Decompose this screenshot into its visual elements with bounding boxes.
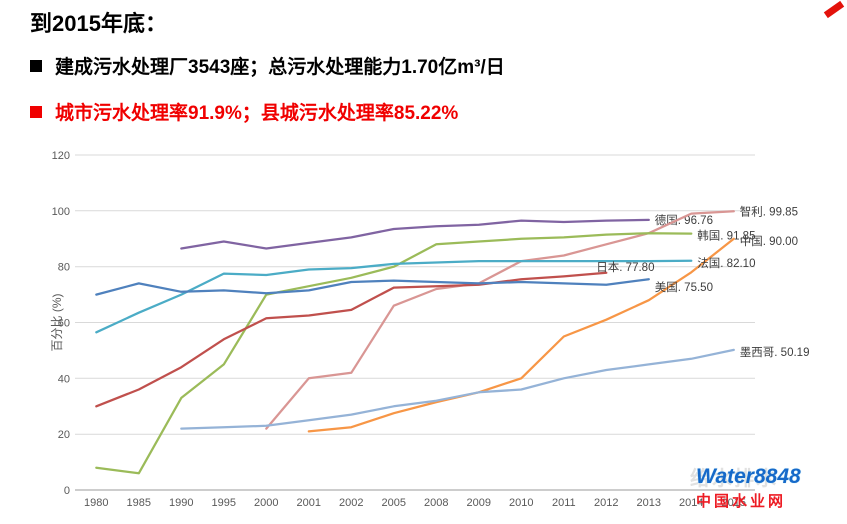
svg-text:法国. 82.10: 法国. 82.10 — [697, 256, 755, 270]
svg-text:德国. 96.76: 德国. 96.76 — [655, 213, 713, 227]
svg-text:2010: 2010 — [509, 497, 533, 509]
watermark-brand-text: Water8848 — [696, 465, 801, 488]
svg-text:2014: 2014 — [679, 497, 703, 509]
svg-text:80: 80 — [58, 262, 70, 274]
page-title: 到2015年底： — [30, 11, 167, 36]
watermark: 给水排水 Water8848 中国水业网 — [690, 465, 846, 511]
watermark-faint-text: 给水排水 — [690, 468, 778, 490]
svg-text:20: 20 — [58, 429, 70, 441]
svg-text:墨西哥. 50.19: 墨西哥. 50.19 — [740, 346, 810, 359]
svg-text:1990: 1990 — [169, 497, 193, 509]
corner-accent-mark — [823, 0, 845, 19]
svg-text:2011: 2011 — [552, 497, 576, 509]
svg-text:1980: 1980 — [84, 497, 108, 509]
svg-text:2013: 2013 — [637, 497, 661, 509]
svg-text:2000: 2000 — [254, 497, 278, 509]
red-square-bullet-icon — [30, 105, 42, 118]
bullet-text-treatment-rate: 城市污水处理率91.9%；县城污水处理率85.22% — [55, 103, 459, 124]
bullet-text-plants: 建成污水处理厂3543座；总污水处理能力1.70亿m³/日 — [55, 57, 505, 78]
line-chart: 0 20 40 60 80 100 120 1980 1985 1990 1995 2000 2001 2… — [35, 148, 845, 520]
svg-text:美国. 75.50: 美国. 75.50 — [655, 280, 713, 294]
svg-text:日本. 77.80: 日本. 77.80 — [596, 260, 654, 274]
line-chart-svg: 0 20 40 60 80 100 120 1980 1985 1990 1995 2000 2001 2… — [50, 150, 810, 509]
svg-text:2001: 2001 — [297, 497, 321, 509]
svg-text:100: 100 — [52, 206, 70, 218]
svg-text:2005: 2005 — [382, 497, 406, 509]
svg-text:百分比 (%): 百分比 (%) — [50, 293, 64, 351]
svg-text:2002: 2002 — [339, 497, 363, 509]
svg-text:2012: 2012 — [594, 497, 618, 509]
bullet-item-plants: 建成污水处理厂3543座；总污水处理能力1.70亿m³/日 — [30, 52, 505, 79]
svg-text:0: 0 — [64, 485, 70, 497]
bullet-item-treatment-rate: 城市污水处理率91.9%；县城污水处理率85.22% — [30, 98, 458, 125]
svg-text:1985: 1985 — [127, 497, 151, 509]
black-square-bullet-icon — [30, 59, 42, 72]
svg-text:中国. 90.00: 中国. 90.00 — [740, 235, 798, 248]
svg-text:智利. 99.85: 智利. 99.85 — [740, 204, 798, 218]
svg-text:120: 120 — [52, 150, 70, 162]
svg-text:2009: 2009 — [467, 497, 491, 509]
svg-text:2015: 2015 — [722, 497, 746, 509]
svg-text:1995: 1995 — [212, 497, 236, 509]
svg-text:2008: 2008 — [424, 497, 448, 509]
watermark-site-name: 中国水业网 — [696, 493, 787, 511]
svg-text:韩国. 91.85: 韩国. 91.85 — [697, 229, 755, 243]
svg-text:40: 40 — [58, 373, 70, 385]
svg-text:60: 60 — [58, 318, 70, 330]
